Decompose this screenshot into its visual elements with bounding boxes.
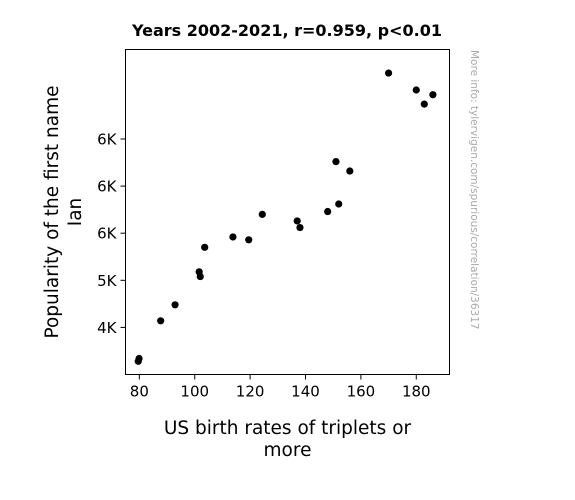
data-point [245, 236, 253, 244]
y-tick-label: 5K [97, 272, 118, 290]
data-point [324, 207, 332, 216]
x-tick-label: 180 [402, 383, 431, 401]
x-axis-label-line-1: US birth rates of triplets or [164, 418, 412, 439]
x-tick-label: 80 [130, 383, 149, 401]
y-tick-label: 4K [97, 319, 118, 337]
x-tick-label: 160 [347, 383, 376, 401]
data-point [346, 167, 354, 175]
data-point [171, 301, 179, 309]
data-point [332, 158, 340, 166]
data-point [420, 100, 428, 108]
y-axis-ticks: 4K 5K 6K 6K 6K [97, 130, 126, 337]
data-point [135, 354, 143, 363]
x-tick-label: 100 [180, 383, 209, 401]
data-points [134, 69, 437, 365]
y-tick-label: 6K [97, 225, 118, 243]
data-point [229, 233, 237, 241]
y-axis-label-line-1: Popularity of the first name [42, 85, 63, 338]
data-point [429, 91, 437, 99]
data-point [157, 317, 165, 325]
data-point [296, 223, 304, 232]
data-point [412, 86, 420, 94]
x-tick-label: 120 [236, 383, 265, 401]
data-point [293, 217, 301, 225]
plot-area [125, 49, 450, 375]
data-point [196, 272, 204, 281]
data-point [335, 200, 343, 208]
data-point [384, 69, 393, 77]
y-axis-label-line-2: Ian [65, 198, 86, 227]
data-point [258, 210, 266, 218]
y-tick-label: 6K [97, 130, 118, 148]
x-axis-label-line-2: more [264, 440, 312, 461]
x-axis-ticks: 80 100 120 140 160 180 [130, 374, 431, 401]
chart-title: Years 2002-2021, r=0.959, p<0.01 [131, 21, 442, 40]
x-tick-label: 140 [291, 383, 320, 401]
data-point [201, 243, 209, 251]
y-tick-label: 6K [97, 178, 118, 196]
watermark-text: More info: tylervigen.com/spurious/corre… [468, 50, 480, 330]
